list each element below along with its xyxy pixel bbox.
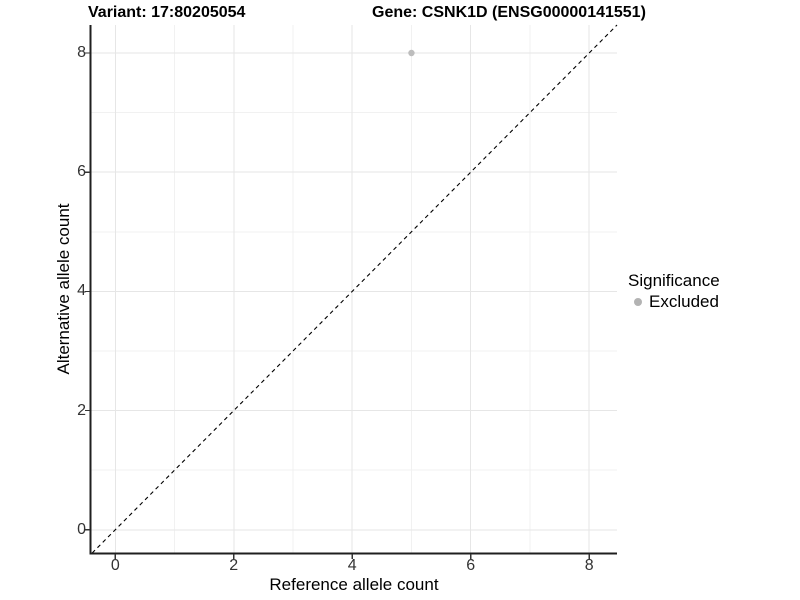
legend-items: Excluded — [628, 292, 720, 312]
identity-dashed-line — [91, 24, 618, 554]
y-tick-label: 2 — [77, 401, 86, 419]
legend: Significance Excluded — [628, 271, 720, 312]
x-tick-label: 0 — [110, 557, 120, 574]
legend-point-swatch-icon — [634, 298, 642, 306]
x-tick-label: 2 — [229, 557, 239, 574]
x-tick-label: 4 — [347, 557, 357, 574]
x-tick-label: 8 — [584, 557, 594, 574]
x-tick-label: 6 — [466, 557, 476, 574]
legend-item-label: Excluded — [649, 292, 719, 311]
y-tick-label: 6 — [77, 163, 86, 181]
variant-title: Variant: 17:80205054 — [88, 4, 246, 21]
x-axis-title: Reference allele count — [269, 575, 439, 594]
legend-title: Significance — [628, 271, 720, 290]
y-tick-label: 4 — [77, 282, 86, 300]
y-tick-label: 0 — [77, 520, 86, 538]
y-axis-title: Alternative allele count — [54, 203, 73, 375]
y-tick-label: 8 — [77, 44, 86, 61]
legend-item: Excluded — [628, 292, 720, 312]
gene-title: Gene: CSNK1D (ENSG00000141551) — [372, 4, 646, 21]
data-point — [408, 49, 415, 57]
